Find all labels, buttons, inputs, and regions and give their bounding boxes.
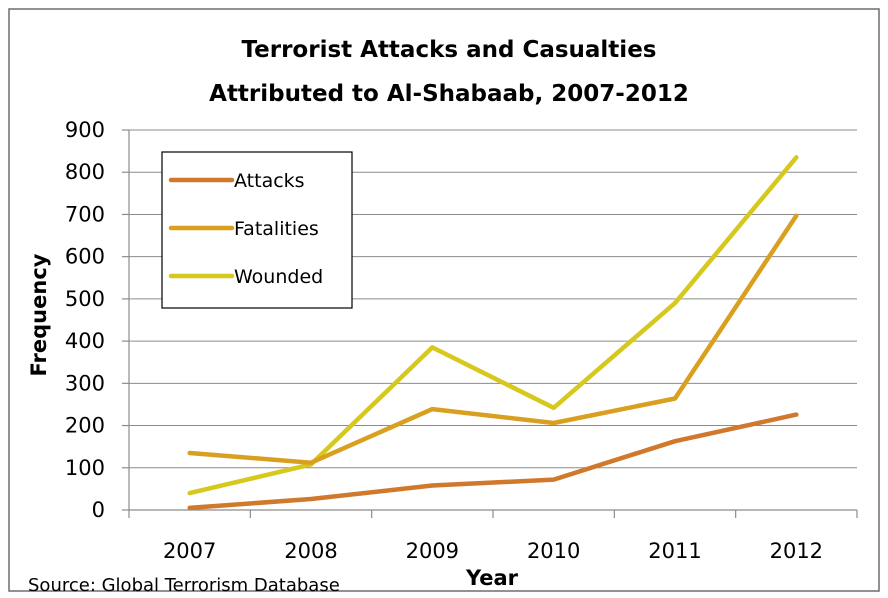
- x-tick-label: 2008: [284, 539, 337, 563]
- x-axis-label: Year: [465, 566, 519, 590]
- legend: Attacks Fatalities Wounded: [161, 151, 353, 309]
- legend-label-wounded: Wounded: [234, 266, 323, 288]
- y-tick-label: 700: [65, 202, 105, 226]
- x-tick-label: 2012: [770, 539, 823, 563]
- legend-label-fatalities: Fatalities: [234, 218, 319, 240]
- chart-frame: [8, 8, 880, 592]
- y-tick-label: 400: [65, 329, 105, 353]
- y-tick-label: 200: [65, 414, 105, 438]
- x-tick-label: 2010: [527, 539, 580, 563]
- series-line-fatalities: [187, 213, 799, 465]
- y-axis-label: Frequency: [27, 253, 51, 376]
- y-tick-label: 900: [65, 118, 105, 142]
- y-tick-label: 600: [65, 245, 105, 269]
- gridlines: [129, 129, 857, 469]
- y-tick-label: 800: [65, 160, 105, 184]
- y-tick-label: 500: [65, 287, 105, 311]
- source-note: Source: Global Terrorism Database: [28, 575, 340, 596]
- x-tick-label: 2011: [648, 539, 701, 563]
- x-tick-label: 2009: [406, 539, 459, 563]
- series-lines: [187, 155, 799, 511]
- legend-label-attacks: Attacks: [234, 170, 305, 192]
- chart-title-line-2: Attributed to Al-Shabaab, 2007-2012: [209, 81, 689, 107]
- series-line-attacks: [187, 412, 799, 511]
- x-axis-ticks: 2007 2008 2009 2010 2011 2012: [128, 509, 858, 563]
- series-line-wounded: [187, 155, 799, 496]
- y-tick-label: 300: [65, 371, 105, 395]
- y-tick-label: 0: [92, 498, 105, 522]
- x-tick-label: 2007: [163, 539, 216, 563]
- y-axis-ticks: 0 100 200 300 400 500 600 700 800 900: [65, 118, 130, 522]
- y-tick-label: 100: [65, 456, 105, 480]
- chart-title-line-1: Terrorist Attacks and Casualties: [242, 37, 657, 63]
